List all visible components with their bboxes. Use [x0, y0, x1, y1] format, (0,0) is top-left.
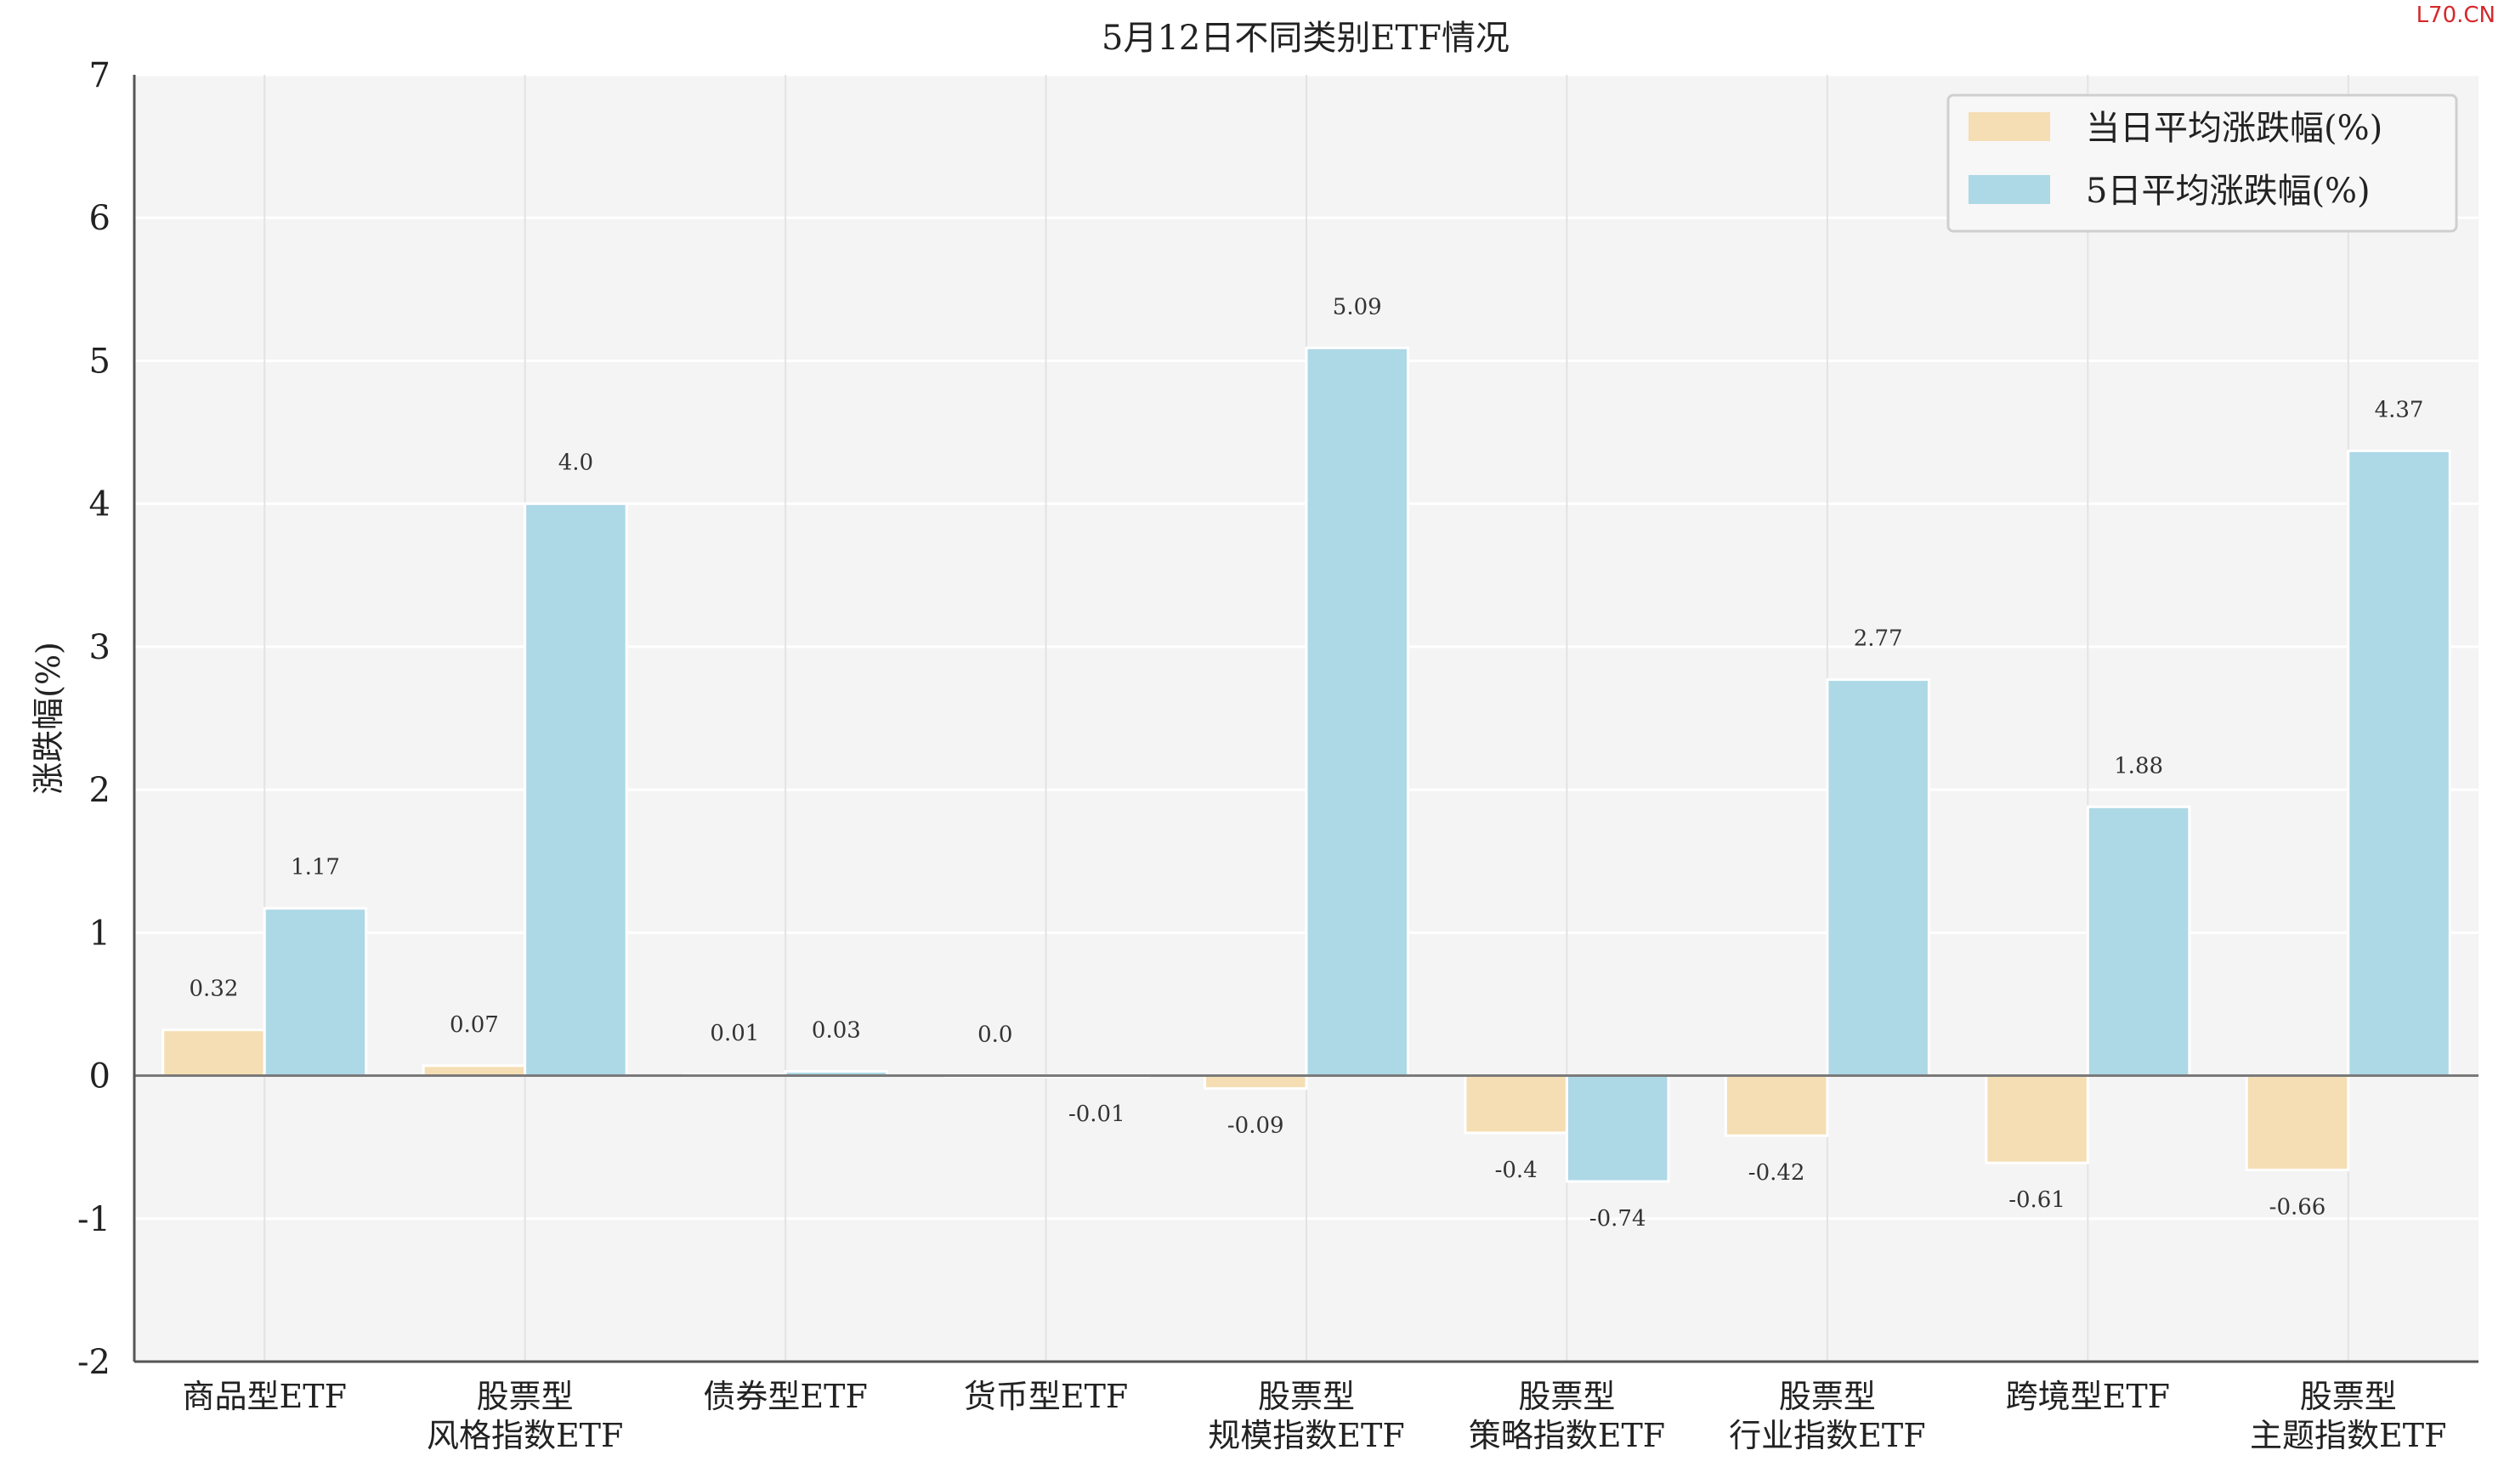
x-tick-label: 股票型	[1258, 1378, 1355, 1415]
bar	[1203, 1074, 1308, 1090]
data-label: 0.32	[190, 977, 239, 1002]
bar	[1565, 1074, 1670, 1183]
x-tick-label: 股票型	[1518, 1378, 1615, 1415]
legend-label: 5日平均涨跌幅(%)	[2086, 172, 2371, 211]
x-tick-label: 股票型	[2300, 1378, 2397, 1415]
x-tick-label: 货币型ETF	[964, 1378, 1128, 1415]
x-tick-label: 债券型ETF	[703, 1378, 867, 1415]
data-label: 0.01	[710, 1021, 759, 1046]
bar	[161, 1028, 266, 1078]
data-label: 4.37	[2375, 397, 2424, 422]
bar	[1724, 1074, 1829, 1137]
data-label: 0.07	[450, 1012, 499, 1038]
data-label: -0.42	[1748, 1160, 1805, 1186]
x-tick-label: 商品型ETF	[182, 1378, 346, 1415]
y-tick-label: 3	[89, 628, 110, 667]
bar	[422, 1064, 527, 1078]
watermark: L70.CN	[2416, 3, 2496, 28]
bar	[2347, 449, 2451, 1078]
y-tick-label: 4	[89, 485, 110, 524]
bar	[524, 502, 628, 1078]
x-tick-label: 行业指数ETF	[1729, 1417, 1925, 1454]
data-label: 1.17	[291, 855, 340, 881]
y-tick-label: 2	[89, 771, 110, 810]
y-tick-label: 1	[89, 914, 110, 953]
y-tick-label: -1	[77, 1200, 110, 1239]
y-axis-label: 涨跌幅(%)	[30, 642, 67, 795]
legend-box	[1946, 93, 2458, 233]
bar	[1464, 1074, 1568, 1135]
legend-swatch	[1969, 175, 2050, 204]
data-labels: 0.32 0.07 0.01 0.0 -0.09 -0.4 -0.42 -0.61 -0.66 1…	[190, 294, 2424, 1232]
data-label: -0.4	[1495, 1158, 1538, 1183]
x-tick-label: 跨境型ETF	[2006, 1378, 2170, 1415]
data-label: 0.0	[977, 1022, 1012, 1048]
data-label: -0.01	[1068, 1102, 1125, 1127]
bar	[2086, 805, 2191, 1078]
x-tick-label: 风格指数ETF	[427, 1417, 623, 1454]
data-label: 5.09	[1333, 294, 1382, 320]
bar	[263, 907, 368, 1078]
data-label: -0.61	[2008, 1187, 2065, 1213]
x-tick-label: 策略指数ETF	[1469, 1417, 1665, 1454]
bar	[1826, 678, 1930, 1078]
y-tick-labels: 7 6 5 4 3 2 1 0 -1 -2	[77, 56, 110, 1382]
x-tick-label: 规模指数ETF	[1208, 1417, 1404, 1454]
data-label: -0.66	[2269, 1195, 2326, 1221]
y-tick-label: 7	[89, 56, 110, 95]
chart-title: 5月12日不同类别ETF情况	[1102, 19, 1510, 58]
bar	[1985, 1074, 2089, 1164]
data-label: 4.0	[558, 450, 593, 476]
y-tick-label: 0	[89, 1057, 110, 1096]
legend-swatch	[1969, 112, 2050, 141]
data-label: -0.09	[1227, 1113, 1284, 1139]
legend-label: 当日平均涨跌幅(%)	[2086, 109, 2382, 148]
y-tick-label: -2	[77, 1343, 110, 1382]
x-tick-label: 主题指数ETF	[2250, 1417, 2446, 1454]
bar	[1305, 346, 1410, 1078]
bars	[161, 346, 2451, 1183]
x-tick-label: 股票型	[477, 1378, 574, 1415]
y-tick-label: 5	[89, 342, 110, 381]
bar	[2245, 1074, 2350, 1172]
data-label: 1.88	[2114, 753, 2163, 779]
y-tick-label: 6	[89, 199, 110, 238]
data-label: 2.77	[1854, 626, 1903, 652]
data-label: 0.03	[812, 1018, 861, 1044]
x-tick-label: 股票型	[1779, 1378, 1876, 1415]
data-label: -0.74	[1589, 1206, 1646, 1232]
legend: 当日平均涨跌幅(%) 5日平均涨跌幅(%)	[1946, 93, 2458, 233]
